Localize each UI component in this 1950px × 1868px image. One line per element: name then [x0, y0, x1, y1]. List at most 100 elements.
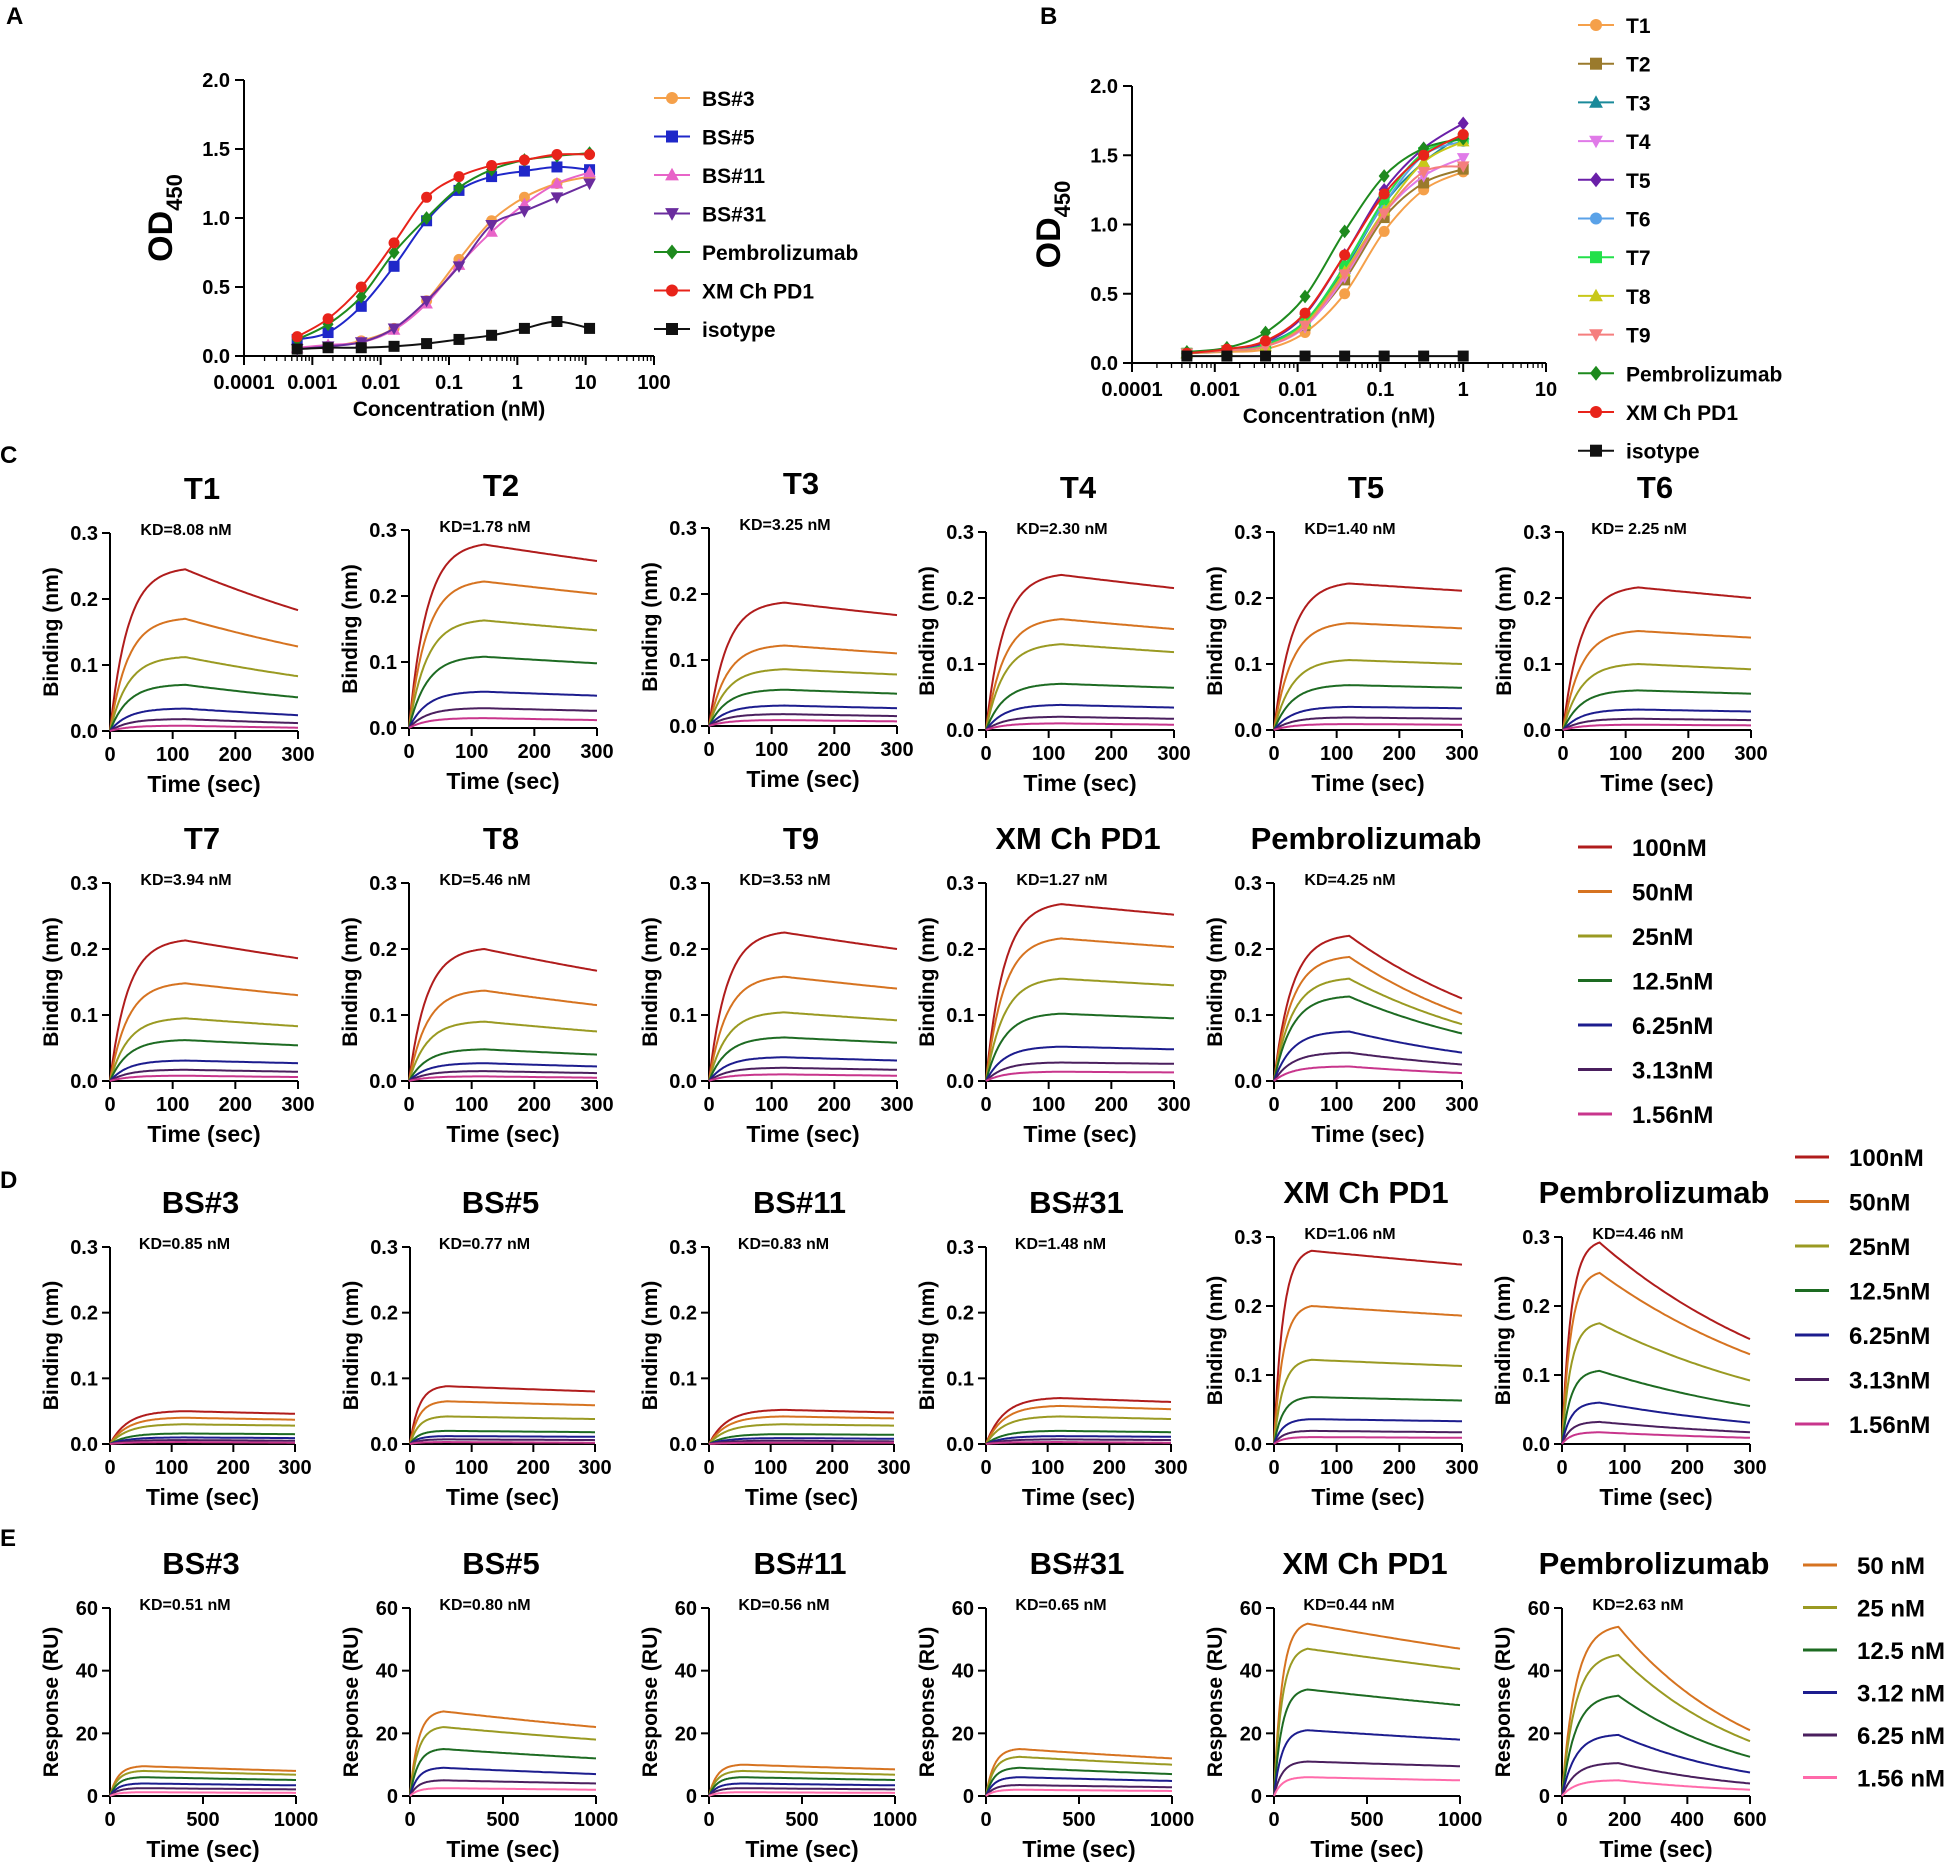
- sensorgram-1: [1561, 1271, 1751, 1445]
- x-tick-label: 200: [219, 1094, 252, 1116]
- kd-label: KD=3.25 nM: [739, 517, 830, 534]
- sensorgram-1: [408, 580, 598, 729]
- sensorgram-5: [1273, 1429, 1463, 1445]
- y-axis-label: Binding (nm): [339, 564, 362, 693]
- y-tick-label: 0.2: [1234, 1296, 1262, 1318]
- sensorgram-2: [708, 668, 898, 727]
- sensorgram-2: [409, 1747, 597, 1797]
- sensorgram-4: [408, 1062, 598, 1082]
- x-tick-label: 300: [877, 1457, 910, 1479]
- y-tick-label: 0.1: [70, 1368, 98, 1390]
- sensorgram-1: [1273, 622, 1463, 731]
- y-tick-label: 0.1: [370, 1368, 398, 1390]
- data-point: [421, 338, 433, 350]
- sensorgram-2: [708, 1011, 898, 1082]
- sensorgram-5: [708, 713, 897, 727]
- x-tick-label: 300: [1445, 1094, 1478, 1116]
- sensorgram-2: [1273, 1688, 1461, 1797]
- data-point: [583, 178, 596, 191]
- sensorgram-0: [1561, 1241, 1751, 1445]
- data-point: [1181, 350, 1193, 362]
- sensorgram-1: [708, 644, 898, 727]
- y-tick-label: 1.5: [202, 139, 230, 161]
- x-tick-label: 0: [1556, 1809, 1567, 1831]
- legend-label: 50nM: [1849, 1190, 1910, 1217]
- x-axis-label: Concentration (nM): [353, 398, 545, 421]
- y-tick-label: 0.1: [70, 655, 98, 677]
- y-tick-label: 0: [1539, 1786, 1550, 1808]
- kd-label: KD=3.94 nM: [140, 872, 231, 889]
- y-tick-label: 20: [76, 1723, 98, 1745]
- sensorgram-3: [408, 655, 598, 729]
- kd-label: KD=1.27 nM: [1016, 872, 1107, 889]
- data-point: [551, 316, 563, 327]
- x-tick-label: 200: [518, 741, 551, 763]
- y-tick-label: 40: [1240, 1661, 1262, 1683]
- y-tick-label: 0.0: [1090, 353, 1118, 375]
- legend-marker: [1590, 19, 1602, 31]
- sensorgram-5: [708, 1791, 895, 1797]
- sensorgram-1: [708, 1415, 894, 1445]
- x-tick-label: 300: [880, 739, 913, 761]
- x-tick-label: 100: [1032, 1094, 1065, 1116]
- legend-label: 25 nM: [1857, 1596, 1925, 1623]
- series-xm-ch-pd1: [1181, 128, 1469, 359]
- sensorgram-3: [708, 1433, 894, 1445]
- kd-label: KD=0.56 nM: [738, 1597, 829, 1614]
- data-point: [1378, 188, 1390, 200]
- y-tick-label: 0.0: [1234, 1071, 1262, 1093]
- sensorgram-2: [1561, 1322, 1751, 1445]
- sensorgram-2: [1273, 658, 1463, 731]
- x-tick-label: 300: [1157, 743, 1190, 765]
- y-tick-label: 0.2: [1523, 588, 1551, 610]
- sensorgram-5: [1273, 716, 1462, 731]
- legend-label: T8: [1626, 286, 1651, 309]
- y-tick-label: 1.0: [1090, 215, 1118, 237]
- legend-label: BS#3: [702, 88, 755, 111]
- kd-label: KD=2.30 nM: [1016, 521, 1107, 538]
- x-tick-label: 0: [1557, 743, 1568, 765]
- data-point: [387, 323, 401, 335]
- data-point: [388, 340, 400, 352]
- sensorgram-5: [708, 1066, 898, 1082]
- x-tick-label: 100: [1032, 743, 1065, 765]
- y-tick-label: 0.2: [1234, 588, 1262, 610]
- x-tick-label: 0: [104, 1094, 115, 1116]
- y-tick-label: 0.2: [70, 589, 98, 611]
- sensorgram-3: [708, 1782, 895, 1797]
- y-axis-label: Response (RU): [1492, 1627, 1515, 1778]
- x-tick-label: 500: [186, 1809, 219, 1831]
- legend-label: 25nM: [1632, 924, 1693, 951]
- y-tick-label: 0.0: [369, 718, 397, 740]
- kd-label: KD=1.06 nM: [1304, 1226, 1395, 1243]
- x-tick-label: 100: [754, 1457, 787, 1479]
- sensorgram-6: [1273, 1436, 1462, 1445]
- sensorgram-1: [985, 1404, 1172, 1445]
- sensorgram-1: [985, 937, 1175, 1082]
- y-axis-label: Response (RU): [340, 1627, 363, 1778]
- data-point: [453, 180, 465, 195]
- panel-title: T6: [1637, 470, 1673, 505]
- kinetic-panel-c-t9: T9 KD=3.53 nM 0 100 200 300 0.0 0.1 0.2 0.3 Time (…: [639, 821, 914, 1147]
- x-axis-label: Concentration (nM): [1243, 405, 1435, 428]
- x-axis-label: Time (sec): [147, 771, 260, 797]
- sensorgram-4: [409, 1779, 597, 1797]
- y-tick-label: 20: [675, 1723, 697, 1745]
- y-tick-label: 0: [1251, 1786, 1262, 1808]
- x-tick-label: 100: [1608, 1457, 1641, 1479]
- x-tick-label: 300: [281, 744, 314, 766]
- legend-label: XM Ch PD1: [702, 281, 814, 304]
- x-axis-label: Time (sec): [146, 1836, 259, 1862]
- legend-label: 12.5nM: [1632, 969, 1713, 996]
- x-tick-label: 200: [219, 744, 252, 766]
- kinetic-panel-c-t8: T8 KD=5.46 nM 0 100 200 300 0.0 0.1 0.2 0.3 Time (…: [339, 821, 614, 1147]
- data-point: [355, 281, 367, 293]
- y-tick-label: 0.5: [1090, 284, 1118, 306]
- x-tick-label: 1000: [574, 1809, 619, 1831]
- y-tick-label: 0.2: [946, 939, 974, 961]
- x-tick-label: 0: [703, 739, 714, 761]
- sensorgram-5: [1273, 1776, 1460, 1797]
- kd-label: KD=8.08 nM: [140, 522, 231, 539]
- sensorgram-3: [985, 1776, 1173, 1797]
- sensorgram-0: [985, 1747, 1173, 1797]
